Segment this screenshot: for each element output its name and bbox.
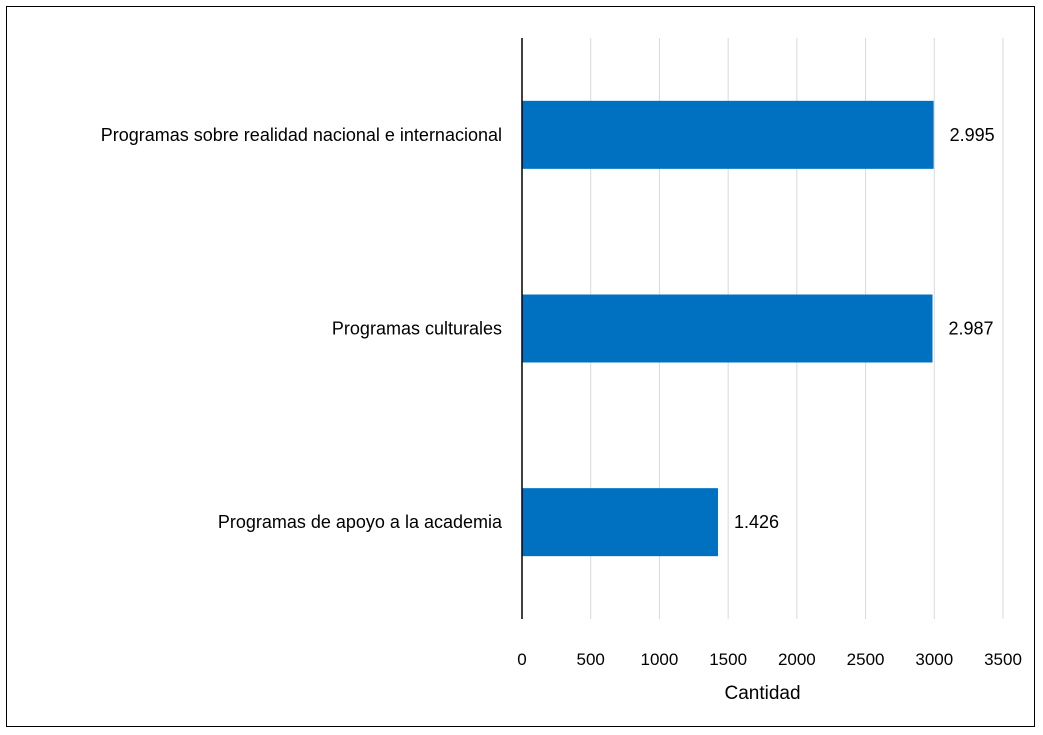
category-label-2: Programas culturales [332,319,502,339]
bar-1 [522,100,934,169]
bars [522,100,934,557]
category-labels: Programas sobre realidad nacional e inte… [101,125,503,532]
category-label-1: Programas sobre realidad nacional e inte… [101,125,502,145]
x-tick-label-1500: 1500 [709,650,747,669]
data-labels: 2.995 2.987 1.426 [734,125,995,532]
bar-3 [522,488,718,557]
category-label-3: Programas de apoyo a la academia [218,512,503,532]
bar-2 [522,294,933,363]
x-tick-label-500: 500 [577,650,605,669]
x-tick-label-3500: 3500 [984,650,1022,669]
x-tick-label-0: 0 [517,650,526,669]
x-axis-title: Cantidad [724,683,800,704]
data-label-2: 2.987 [948,319,993,339]
x-tick-label-2000: 2000 [778,650,816,669]
data-label-1: 2.995 [950,125,995,145]
x-tick-label-3000: 3000 [915,650,953,669]
x-tick-label-2500: 2500 [847,650,885,669]
data-label-3: 1.426 [734,512,779,532]
x-tick-labels: 0 500 1000 1500 2000 2500 3000 3500 [517,650,1022,669]
x-tick-label-1000: 1000 [641,650,679,669]
